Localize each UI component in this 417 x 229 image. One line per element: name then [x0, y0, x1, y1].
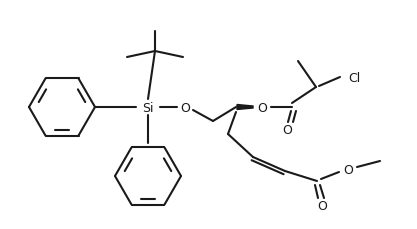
Text: O: O [317, 200, 327, 213]
Text: Si: Si [142, 101, 154, 114]
Text: O: O [282, 124, 292, 137]
Text: O: O [180, 101, 190, 114]
Text: O: O [257, 101, 267, 114]
Text: O: O [343, 163, 353, 176]
Text: Cl: Cl [348, 71, 360, 84]
Polygon shape [237, 105, 253, 110]
